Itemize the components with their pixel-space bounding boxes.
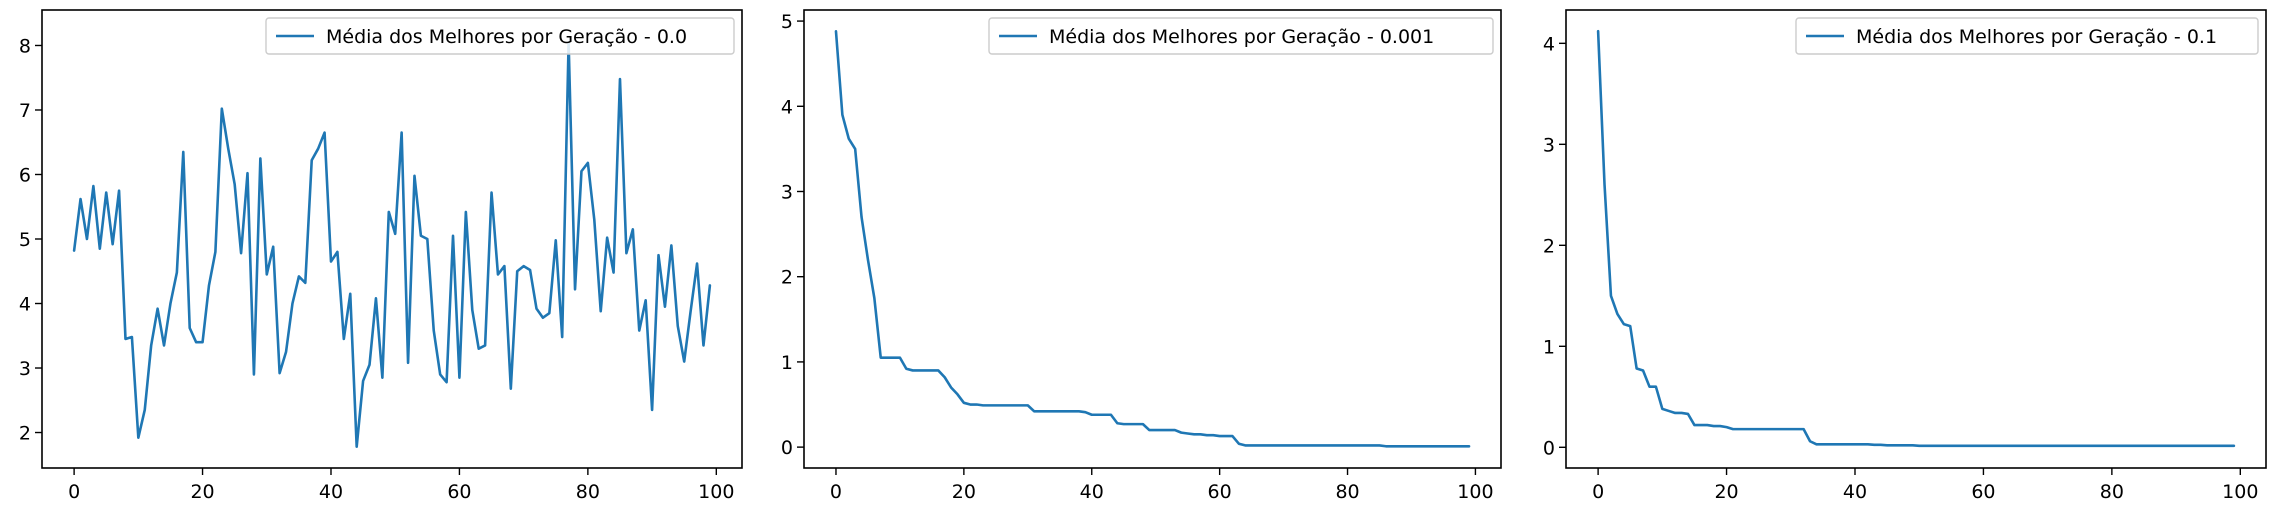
legend-box (1795, 17, 2259, 55)
chart-panel-2: 0 20 40 60 80 100 0 1 2 3 4 5 Média dos Melhores por… (781, 9, 1502, 503)
x-tick-label: 80 (1335, 481, 1359, 503)
x-tick-label: 60 (1971, 481, 1995, 503)
x-tick-label: 0 (1592, 481, 1604, 503)
y-tick-label: 4 (19, 294, 31, 316)
legend-label: Média dos Melhores por Geração - 0.1 (1856, 26, 2217, 48)
y-tick-label: 2 (1543, 235, 1555, 257)
series-line (1596, 29, 2236, 448)
x-tick-label: 20 (952, 481, 976, 503)
x-tick-label: 60 (1208, 481, 1232, 503)
x-tick-label: 20 (190, 481, 214, 503)
x-tick-label: 40 (319, 481, 343, 503)
chart-panel-3: 0 20 40 60 80 100 0 1 2 3 4 Média dos Melhores por … (1543, 9, 2267, 503)
x-tick-label: 20 (1714, 481, 1738, 503)
legend-label: Média dos Melhores por Geração - 0.001 (1049, 26, 1434, 48)
x-tick-label: 40 (1080, 481, 1104, 503)
legend-box (265, 17, 735, 55)
y-tick-label: 0 (1543, 437, 1555, 459)
x-tick-label: 40 (1843, 481, 1867, 503)
x-tick-label: 100 (2222, 481, 2258, 503)
series-line (834, 29, 1471, 448)
x-tick-label: 80 (2100, 481, 2124, 503)
y-tick-label: 2 (781, 267, 793, 289)
series-line (72, 40, 712, 449)
x-tick-label: 0 (830, 481, 842, 503)
y-tick-label: 4 (1543, 33, 1555, 55)
y-tick-label: 3 (1543, 134, 1555, 156)
x-tick-label: 60 (447, 481, 471, 503)
y-tick-label: 1 (1543, 336, 1555, 358)
y-tick-label: 2 (19, 423, 31, 445)
y-tick-label: 7 (19, 100, 31, 122)
legend-label: Média dos Melhores por Geração - 0.0 (326, 26, 687, 48)
x-tick-label: 0 (68, 481, 80, 503)
y-tick-label: 3 (781, 181, 793, 203)
x-tick-label: 80 (576, 481, 600, 503)
legend-box (988, 17, 1494, 55)
y-tick-label: 6 (19, 164, 31, 186)
y-tick-label: 5 (781, 11, 793, 33)
y-tick-label: 0 (781, 437, 793, 459)
axes-frame (1565, 9, 2267, 469)
x-tick-label: 100 (1457, 481, 1493, 503)
chart-panel-1: 0 20 40 60 80 100 2 3 4 5 6 7 8 Média dos Melhores po… (19, 9, 743, 503)
y-tick-label: 3 (19, 358, 31, 380)
y-tick-label: 1 (781, 352, 793, 374)
y-tick-label: 5 (19, 229, 31, 251)
axes-frame (803, 9, 1502, 469)
y-tick-label: 8 (19, 35, 31, 57)
x-tick-label: 100 (698, 481, 734, 503)
y-tick-label: 4 (781, 96, 793, 118)
